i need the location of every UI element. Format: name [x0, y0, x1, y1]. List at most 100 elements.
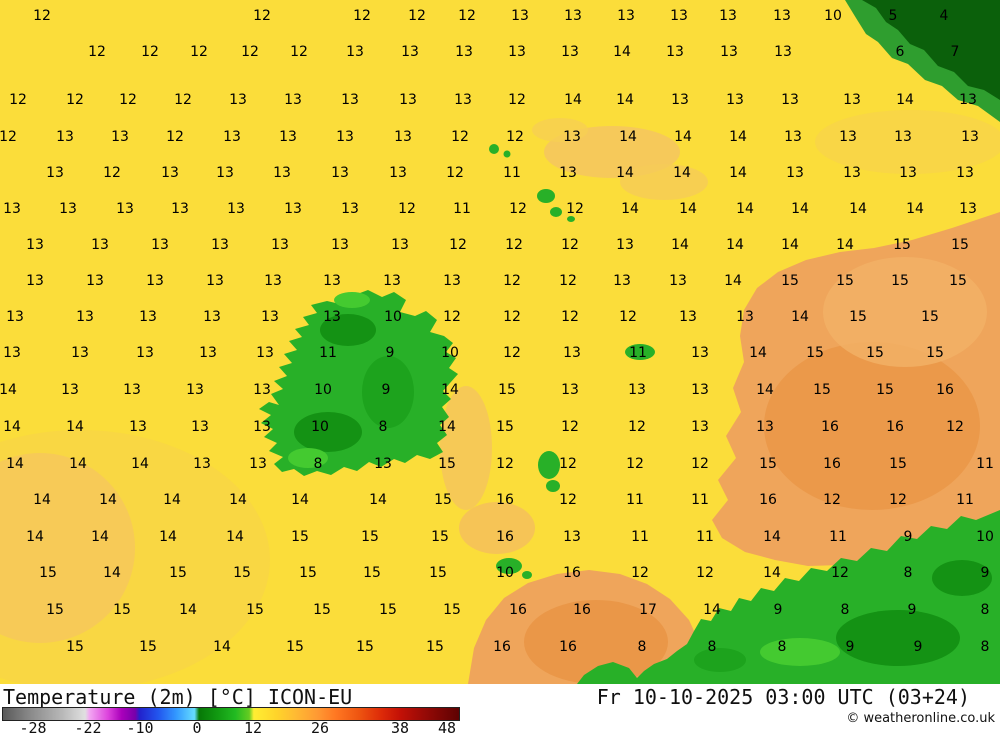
temperature-field — [0, 0, 1000, 684]
islet-5 — [567, 216, 575, 222]
temp-label: 13 — [401, 44, 419, 60]
color-scale-ticks: -28 -22 -10 0 12 26 38 48 — [0, 721, 480, 733]
temp-label: 13 — [26, 237, 44, 253]
temp-label: 14 — [33, 492, 51, 508]
temp-label: 13 — [284, 201, 302, 217]
temp-label: 13 — [261, 309, 279, 325]
copyright-notice: © weatheronline.co.uk — [846, 711, 995, 726]
temp-label: 13 — [679, 309, 697, 325]
temp-label: 8 — [378, 419, 388, 435]
temp-label: 12 — [253, 8, 271, 24]
temp-label: 13 — [284, 92, 302, 108]
temp-label: 15 — [39, 565, 57, 581]
temp-label: 13 — [323, 273, 341, 289]
temp-label: 13 — [617, 8, 635, 24]
temp-label: 15 — [246, 602, 264, 618]
temp-label: 14 — [26, 529, 44, 545]
gb-cool-spot-2 — [932, 560, 992, 596]
temp-label: 12 — [831, 565, 849, 581]
temp-label: 10 — [824, 8, 842, 24]
temp-label: 10 — [314, 382, 332, 398]
warm-core-south — [524, 600, 668, 684]
temp-label: 13 — [26, 273, 44, 289]
temp-label: 12 — [290, 44, 308, 60]
ireland-mild-spot — [288, 448, 328, 468]
temp-label: 12 — [509, 201, 527, 217]
ireland-cool-spot-mid — [362, 356, 414, 428]
islet-4 — [550, 207, 562, 217]
temp-label: 15 — [46, 602, 64, 618]
temp-label: 13 — [86, 273, 104, 289]
temp-label: 13 — [781, 92, 799, 108]
warm-patch-north-2 — [620, 164, 708, 200]
temp-label: 15 — [951, 237, 969, 253]
temp-label: 14 — [441, 382, 459, 398]
temp-label: 13 — [391, 237, 409, 253]
islet-7 — [546, 480, 560, 492]
temp-label: 12 — [561, 419, 579, 435]
temp-label: 13 — [3, 345, 21, 361]
temp-label: 13 — [389, 165, 407, 181]
temp-label: 5 — [888, 8, 898, 24]
temp-label: 16 — [509, 602, 527, 618]
temp-label: 14 — [226, 529, 244, 545]
temp-label: 13 — [129, 419, 147, 435]
temp-label: 13 — [399, 92, 417, 108]
temp-label: 13 — [736, 309, 754, 325]
temp-label: 14 — [369, 492, 387, 508]
temp-label: 14 — [6, 456, 24, 472]
temp-label: 13 — [616, 237, 634, 253]
temp-label: 15 — [299, 565, 317, 581]
temp-label: 15 — [286, 639, 304, 655]
temp-label: 11 — [503, 165, 521, 181]
temp-label: 12 — [946, 419, 964, 435]
temp-label: 12 — [66, 92, 84, 108]
temp-label: 15 — [356, 639, 374, 655]
temp-label: 13 — [203, 309, 221, 325]
temp-label: 11 — [631, 529, 649, 545]
map-canvas: 12 12 12 12 12 13 13 13 13 13 13 10 5 4 12 12 12 12 12 13 13… — [0, 0, 1000, 684]
temp-label: 14 — [69, 456, 87, 472]
temp-label: 12 — [503, 273, 521, 289]
temp-label: 13 — [346, 44, 364, 60]
temp-label: 14 — [763, 529, 781, 545]
temp-label: 8 — [637, 639, 647, 655]
temp-label: 13 — [341, 92, 359, 108]
temp-label: 13 — [561, 382, 579, 398]
temp-label: 13 — [839, 129, 857, 145]
temp-label: 12 — [174, 92, 192, 108]
temp-label: 12 — [166, 129, 184, 145]
temp-label: 13 — [563, 529, 581, 545]
temp-label: 12 — [508, 92, 526, 108]
temp-label: 13 — [116, 201, 134, 217]
temp-label: 15 — [438, 456, 456, 472]
scale-tick-label: 26 — [310, 719, 330, 733]
valid-time: Fr 10-10-2025 03:00 UTC (03+24) — [596, 685, 970, 709]
temp-label: 15 — [426, 639, 444, 655]
temp-label: 15 — [379, 602, 397, 618]
temp-label: 13 — [199, 345, 217, 361]
islet-3 — [537, 189, 555, 203]
temp-label: 14 — [103, 565, 121, 581]
scale-tick-label: -22 — [74, 719, 102, 733]
ireland-cool-spot-north — [320, 314, 376, 346]
temp-label: 9 — [980, 565, 990, 581]
temp-label: 10 — [311, 419, 329, 435]
temp-label: 15 — [759, 456, 777, 472]
temp-label: 12 — [506, 129, 524, 145]
temp-label: 16 — [573, 602, 591, 618]
gb-cool-spot-1 — [836, 610, 960, 666]
temp-label: 14 — [729, 165, 747, 181]
temp-label: 14 — [703, 602, 721, 618]
temp-label: 14 — [99, 492, 117, 508]
temp-label: 13 — [59, 201, 77, 217]
temp-label: 13 — [613, 273, 631, 289]
temp-label: 14 — [179, 602, 197, 618]
temp-label: 13 — [191, 419, 209, 435]
temp-label: 14 — [131, 456, 149, 472]
temp-label: 12 — [559, 273, 577, 289]
temp-label: 12 — [451, 129, 469, 145]
warm-halo-east — [823, 257, 987, 367]
temp-label: 13 — [336, 129, 354, 145]
islet-2 — [503, 150, 511, 158]
